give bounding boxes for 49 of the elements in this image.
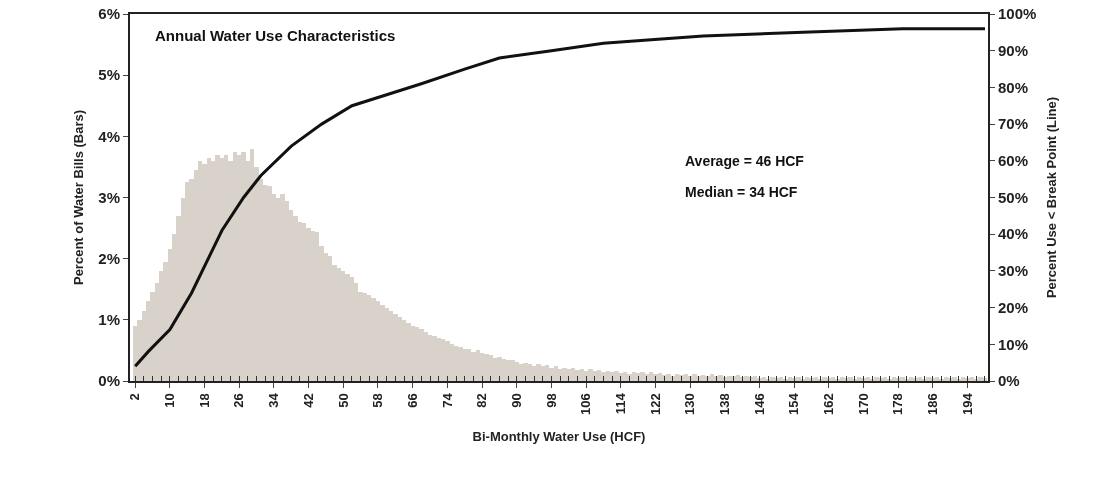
- y2-tick-label: 10%: [998, 335, 1029, 353]
- x-tick-label: 162: [821, 393, 837, 415]
- x-tick-label: 42: [300, 393, 316, 408]
- y2-tick-label: 70%: [998, 115, 1029, 133]
- x-tick-label: 146: [751, 393, 767, 415]
- x-tick-label: 194: [959, 392, 975, 415]
- x-tick-label: 10: [162, 393, 178, 408]
- y2-axis-title: Percent Use < Break Point (Line): [1044, 96, 1060, 299]
- x-tick-label: 114: [613, 392, 629, 415]
- y2-tick-label: 100%: [998, 5, 1037, 23]
- x-tick-label: 122: [647, 393, 663, 415]
- x-tick-label: 90: [508, 393, 524, 408]
- y2-tick-label: 0%: [998, 372, 1020, 390]
- x-tick-label: 18: [196, 393, 212, 408]
- x-tick-label: 26: [231, 393, 247, 408]
- x-tick-label: 170: [855, 393, 871, 415]
- x-tick-label: 50: [335, 393, 351, 408]
- x-tick-label: 82: [474, 393, 490, 408]
- x-tick-label: 186: [925, 393, 941, 415]
- x-axis-title: Bi-Monthly Water Use (HCF): [472, 429, 646, 444]
- y2-tick-label: 60%: [998, 152, 1029, 170]
- x-tick-label: 98: [543, 393, 559, 408]
- y-tick-label: 0%: [98, 372, 120, 390]
- y-tick-label: 4%: [98, 127, 120, 145]
- x-tick-label: 2: [127, 393, 143, 401]
- x-tick-label: 34: [266, 392, 282, 408]
- y2-tick-label: 90%: [998, 41, 1029, 59]
- x-tick-label: 130: [682, 393, 698, 415]
- annotation: Median = 34 HCF: [685, 184, 798, 200]
- x-tick-label: 138: [717, 393, 733, 415]
- y-tick-label: 2%: [98, 249, 120, 267]
- x-tick-label: 178: [890, 393, 906, 415]
- x-tick-label: 154: [786, 392, 802, 415]
- y-tick-label: 1%: [98, 311, 120, 329]
- x-tick-label: 66: [404, 393, 420, 408]
- y2-tick-label: 50%: [998, 188, 1029, 206]
- x-tick-label: 106: [578, 393, 594, 415]
- annotation: Average = 46 HCF: [685, 153, 805, 169]
- y2-tick-label: 30%: [998, 262, 1029, 280]
- y2-tick-label: 80%: [998, 78, 1029, 96]
- x-tick-label: 58: [370, 393, 386, 408]
- y2-tick-label: 40%: [998, 225, 1029, 243]
- y-tick-label: 3%: [98, 188, 120, 206]
- y-tick-label: 5%: [98, 66, 120, 84]
- y2-tick-label: 20%: [998, 298, 1029, 316]
- x-tick-label: 74: [439, 392, 455, 408]
- y-axis-title: Percent of Water Bills (Bars): [70, 109, 86, 286]
- y-tick-label: 6%: [98, 5, 120, 23]
- text: Annual Water Use Characteristics: [154, 27, 396, 45]
